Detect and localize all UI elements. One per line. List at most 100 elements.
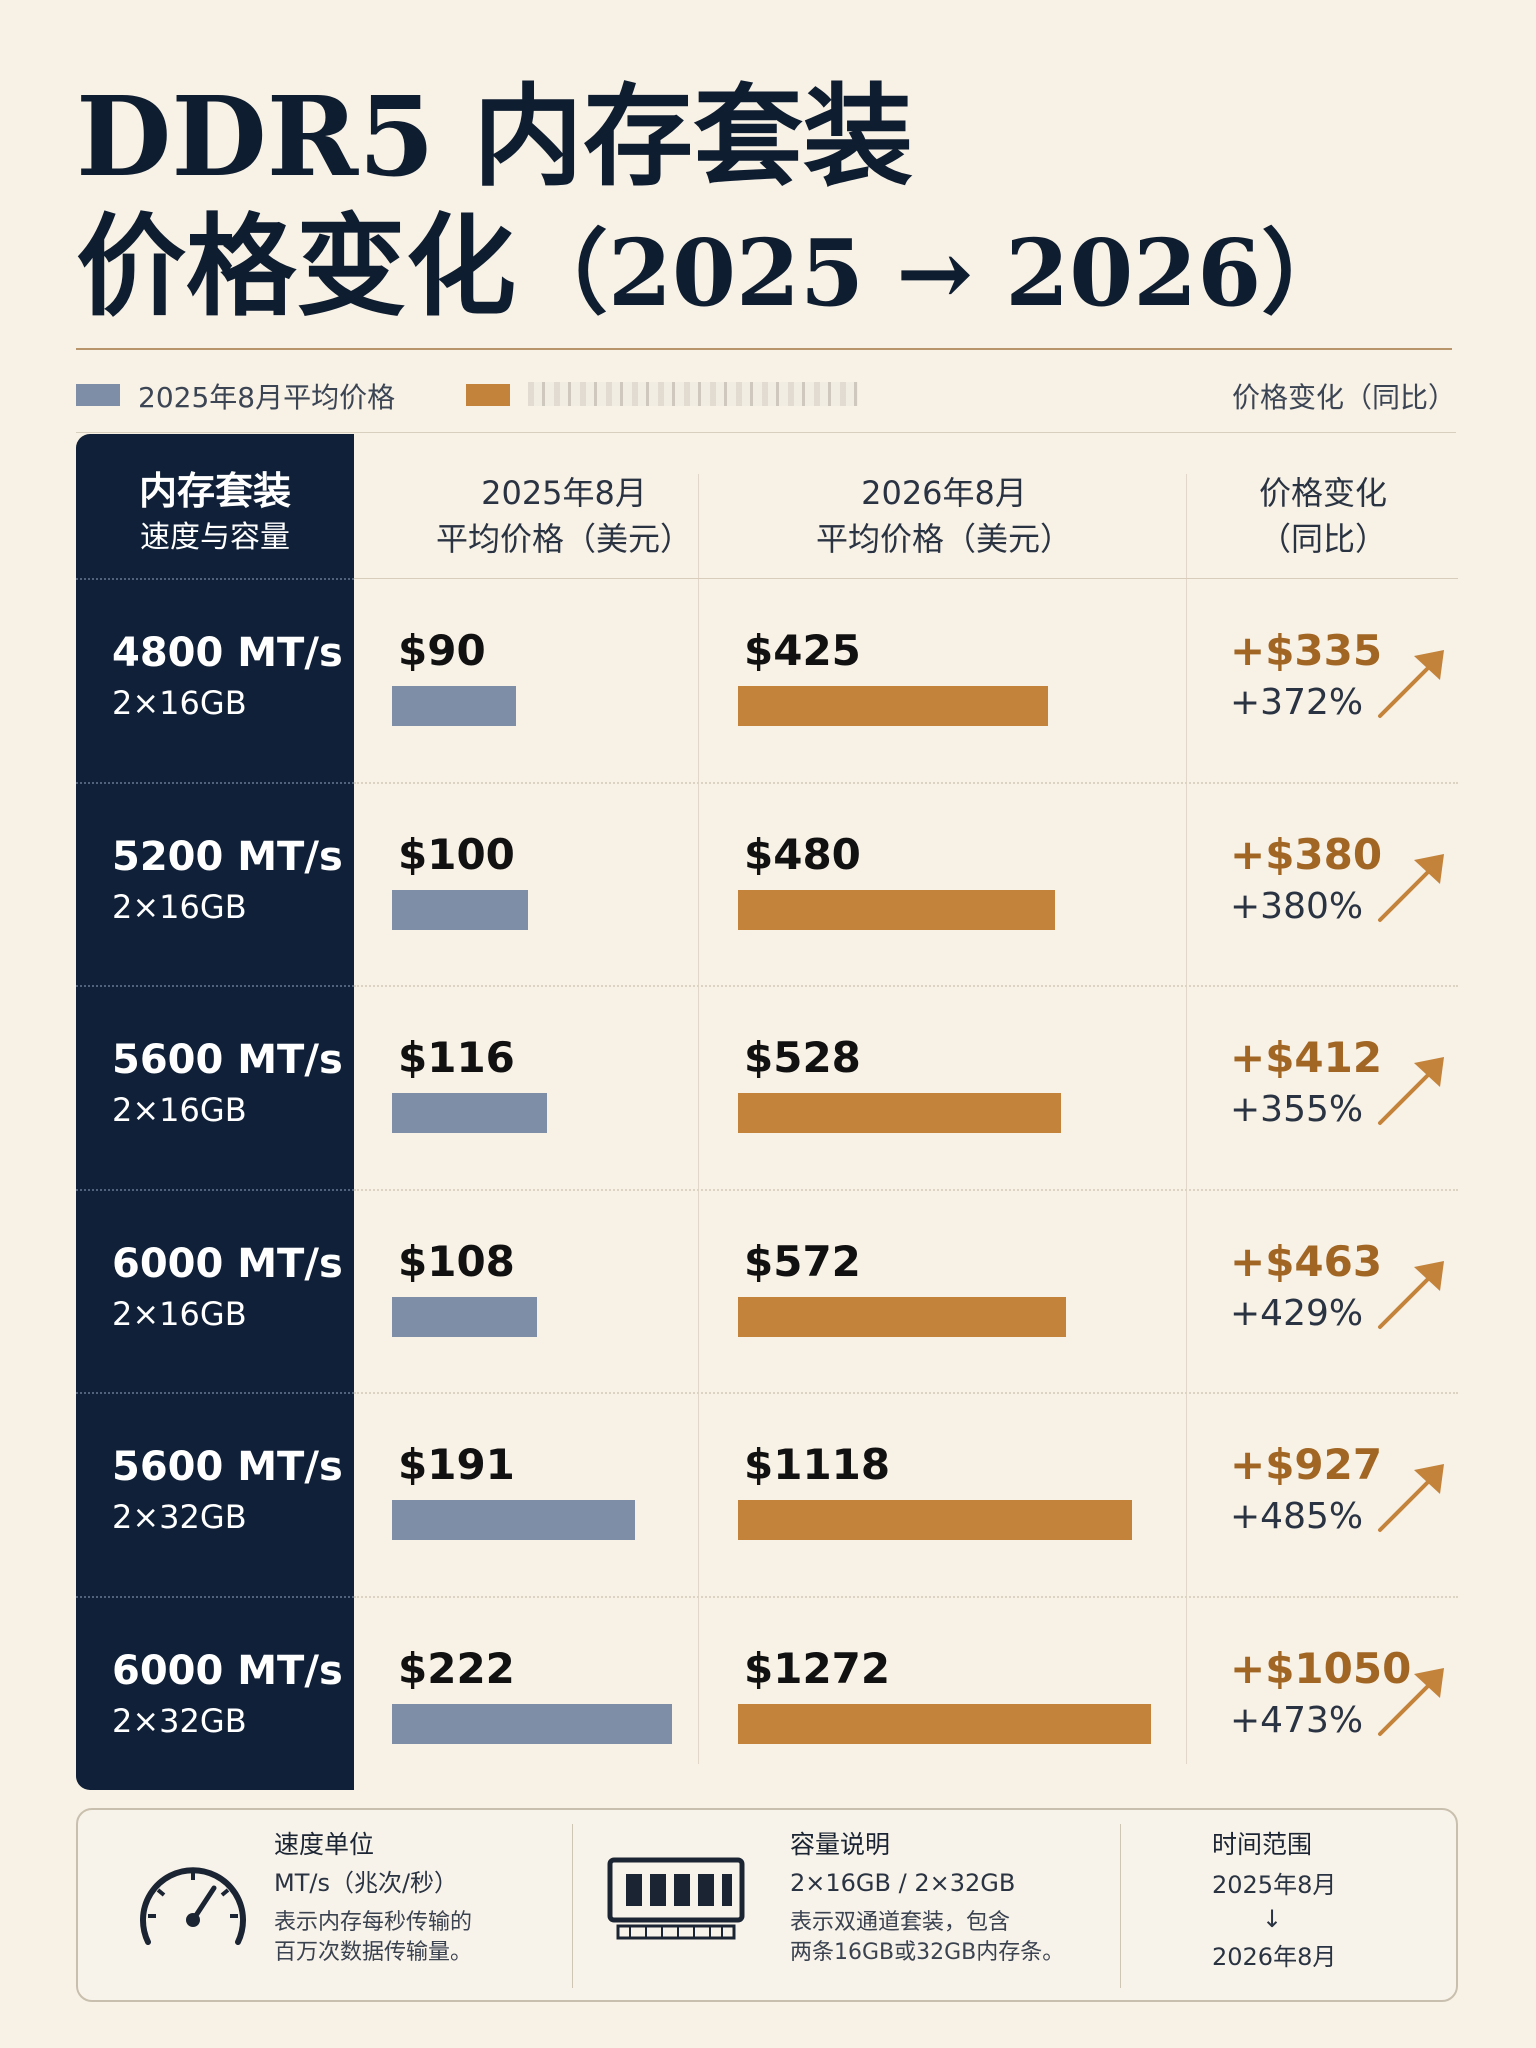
title-line-2-main: 价格变化 bbox=[76, 202, 516, 331]
footer-divider bbox=[572, 1824, 573, 1988]
trend-up-arrow-icon bbox=[1378, 1464, 1444, 1532]
price-2025-label: $116 bbox=[398, 1033, 515, 1082]
bar-2025 bbox=[392, 1703, 672, 1744]
change-percent: +380% bbox=[1230, 885, 1364, 927]
time-range-arrow: ↓ bbox=[1261, 1905, 1283, 1933]
bar-2026 bbox=[738, 686, 1048, 726]
col-header-change: 价格变化 （同比） bbox=[1188, 470, 1458, 562]
title-divider bbox=[76, 348, 1452, 350]
trend-up-arrow-icon bbox=[1378, 1057, 1444, 1125]
legend-label-2025: 2025年8月平均价格 bbox=[138, 381, 396, 414]
price-2025-label: $222 bbox=[398, 1643, 515, 1693]
bar-2025 bbox=[392, 1500, 635, 1540]
row-capacity: 2×16GB bbox=[112, 1294, 247, 1333]
sidebar-header-title: 内存套装 bbox=[138, 468, 291, 513]
bar-2025 bbox=[392, 686, 516, 726]
change-percent: +372% bbox=[1230, 682, 1364, 723]
change-percent: +429% bbox=[1230, 1292, 1364, 1334]
row-speed: 6000 MT/s bbox=[112, 1647, 343, 1694]
speedometer-icon bbox=[140, 1867, 246, 1945]
row-divider bbox=[354, 985, 1458, 987]
capacity-title: 容量说明 bbox=[790, 1830, 891, 1859]
row-capacity: 2×16GB bbox=[112, 1091, 247, 1129]
row-speed: 4800 MT/s bbox=[112, 630, 343, 676]
price-2026-label: $1118 bbox=[744, 1440, 891, 1489]
change-amount: +$335 bbox=[1230, 626, 1383, 675]
bar-2026 bbox=[738, 1296, 1066, 1337]
sidebar-row-divider bbox=[76, 1595, 354, 1598]
row-capacity: 2×16GB bbox=[112, 887, 247, 926]
row-speed: 5200 MT/s bbox=[112, 833, 343, 880]
price-2025-label: $108 bbox=[398, 1236, 515, 1286]
sidebar-row-divider bbox=[76, 1188, 354, 1191]
bar-2026 bbox=[738, 1703, 1151, 1744]
sidebar-row-divider bbox=[76, 1392, 354, 1394]
price-2026-label: $480 bbox=[744, 829, 861, 879]
speed-unit-title: 速度单位 bbox=[274, 1830, 375, 1859]
legend-label-2026-obscured bbox=[528, 382, 858, 406]
sidebar-row-divider bbox=[76, 578, 354, 580]
speed-unit-desc-1: 表示内存每秒传输的 bbox=[274, 1910, 473, 1935]
price-2025-label: $100 bbox=[398, 829, 515, 879]
footer-info: 速度单位 MT/s（兆次/秒） 表示内存每秒传输的 百万次数据传输量。 容量说明… bbox=[76, 1808, 1458, 2002]
col-header-2025-line2: 平均价格（美元） bbox=[435, 520, 692, 558]
trend-up-arrow-icon bbox=[1378, 1667, 1444, 1736]
change-percent: +473% bbox=[1230, 1699, 1364, 1741]
col-header-2026-line2: 平均价格（美元） bbox=[815, 520, 1072, 558]
price-2025-label: $191 bbox=[398, 1440, 515, 1489]
legend: 2025年8月平均价格 价格变化（同比） bbox=[76, 372, 1456, 416]
change-amount: +$463 bbox=[1230, 1236, 1383, 1286]
row-divider bbox=[354, 1188, 1458, 1191]
memory-module-icon bbox=[607, 1857, 745, 1940]
change-amount: +$380 bbox=[1230, 829, 1383, 879]
capacity-desc-2: 两条16GB或32GB内存条。 bbox=[790, 1940, 1065, 1965]
time-range-to: 2026年8月 bbox=[1212, 1943, 1337, 1971]
row-divider bbox=[354, 1595, 1458, 1598]
bar-2026 bbox=[738, 889, 1055, 930]
table-row: 5200 MT/s 2×16GB $100 $480 +$380 +380% bbox=[76, 782, 1458, 985]
speed-unit-desc-2: 百万次数据传输量。 bbox=[274, 1940, 473, 1965]
bar-2025 bbox=[392, 889, 528, 930]
price-table: 内存套装 速度与容量 2025年8月 平均价格（美元） 2026年8月 平均价格… bbox=[76, 434, 1458, 1790]
table-row: 4800 MT/s 2×16GB $90 $425 +$335 +372% bbox=[76, 578, 1458, 781]
trend-up-arrow-icon bbox=[1378, 650, 1444, 718]
time-range-title: 时间范围 bbox=[1212, 1830, 1313, 1859]
time-range-from: 2025年8月 bbox=[1212, 1871, 1337, 1899]
row-capacity: 2×32GB bbox=[112, 1701, 247, 1740]
col-header-2025: 2025年8月 平均价格（美元） bbox=[354, 470, 774, 562]
change-amount: +$927 bbox=[1230, 1440, 1383, 1489]
row-speed: 5600 MT/s bbox=[112, 1037, 343, 1083]
row-divider bbox=[354, 781, 1458, 784]
change-amount: +$1050 bbox=[1230, 1643, 1412, 1693]
col-header-change-line2: （同比） bbox=[1258, 520, 1387, 558]
bar-2025 bbox=[392, 1093, 547, 1133]
col-header-2026: 2026年8月 平均价格（美元） bbox=[698, 470, 1190, 562]
legend-swatch-2026 bbox=[466, 384, 510, 406]
change-percent: +355% bbox=[1230, 1089, 1364, 1130]
row-divider bbox=[354, 1392, 1458, 1394]
table-row: 5600 MT/s 2×32GB $191 $1118 +$927 +485% bbox=[76, 1392, 1458, 1595]
legend-label-change: 价格变化（同比） bbox=[1231, 381, 1456, 414]
col-header-change-line1: 价格变化 bbox=[1258, 474, 1387, 512]
title-line-1: DDR5 内存套装 bbox=[76, 72, 914, 201]
table-sidebar: 内存套装 速度与容量 bbox=[76, 434, 354, 1790]
page-title: DDR5 内存套装 价格变化（2025 → 2026） bbox=[76, 72, 1456, 338]
sidebar-header-subtitle: 速度与容量 bbox=[140, 520, 290, 555]
sidebar-row-divider bbox=[76, 985, 354, 987]
legend-swatch-2025 bbox=[76, 384, 120, 406]
price-2026-label: $572 bbox=[744, 1236, 861, 1286]
title-line-2: 价格变化（2025 → 2026） bbox=[76, 202, 1456, 338]
column-divider bbox=[698, 474, 699, 1764]
bar-2025 bbox=[392, 1296, 537, 1337]
trend-up-arrow-icon bbox=[1378, 1260, 1444, 1329]
row-speed: 6000 MT/s bbox=[112, 1240, 343, 1287]
row-speed: 5600 MT/s bbox=[112, 1444, 343, 1490]
col-header-2025-line1: 2025年8月 bbox=[481, 474, 647, 512]
col-header-2026-line1: 2026年8月 bbox=[861, 474, 1027, 512]
title-line-2-paren: （2025 → 2026） bbox=[516, 219, 1354, 327]
speed-unit-value: MT/s（兆次/秒） bbox=[274, 1869, 459, 1897]
trend-up-arrow-icon bbox=[1378, 853, 1444, 922]
legend-divider bbox=[76, 432, 1456, 433]
price-2026-label: $1272 bbox=[744, 1643, 891, 1693]
header-divider bbox=[354, 578, 1458, 579]
